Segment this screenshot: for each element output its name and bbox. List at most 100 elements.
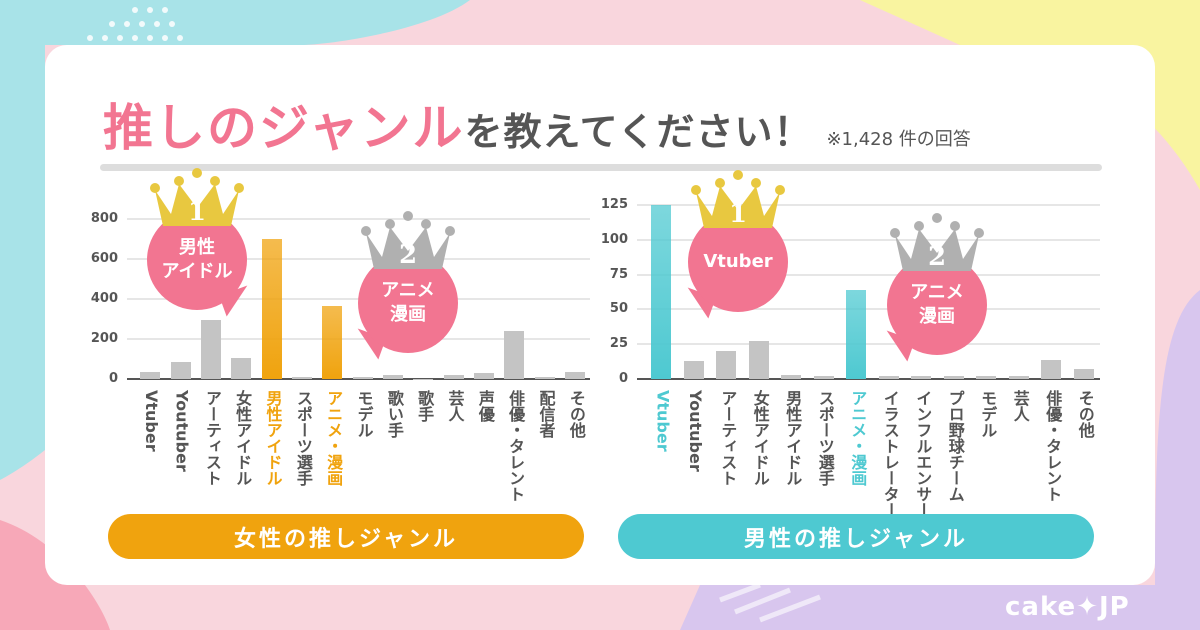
x-tick-label: アーティスト: [202, 390, 222, 486]
bar-プロ野球チーム: [943, 376, 964, 379]
y-tick-label: 75: [609, 266, 628, 282]
page-title: 推しのジャンルを教えてください！ ※1,428 件の回答: [103, 88, 971, 160]
x-tick-label: 芸人: [445, 390, 465, 422]
svg-text:2: 2: [928, 242, 946, 272]
bar-芸人: [443, 374, 464, 379]
male-chart-title-pill: 男性の推しジャンル: [618, 514, 1094, 559]
gridline: [127, 218, 590, 220]
rank1-crown-icon: 1: [690, 170, 786, 236]
x-axis-line: [127, 378, 590, 380]
x-tick-label: 声優: [475, 390, 495, 422]
gridline: [127, 338, 590, 340]
x-tick-label: その他: [1075, 390, 1095, 438]
x-tick-label: スポーツ選手: [293, 390, 313, 486]
bar-声優: [473, 373, 494, 379]
bar-その他: [564, 372, 585, 379]
bar-イラストレーター: [878, 376, 899, 379]
svg-text:1: 1: [188, 197, 206, 227]
x-tick-label: Youtuber: [172, 390, 192, 472]
rank1-crown-icon: 1: [149, 168, 245, 234]
rank2-badge: アニメ 漫画: [358, 253, 458, 353]
rank2-badge: アニメ 漫画: [887, 255, 987, 355]
y-tick-label: 125: [600, 197, 628, 212]
x-tick-label: プロ野球チーム: [945, 390, 965, 502]
gridline: [637, 273, 1100, 276]
bar-男性アイドル: [781, 374, 802, 379]
title-highlight: 推しのジャンル: [103, 99, 465, 157]
bar-アニメ・漫画: [322, 306, 343, 379]
rank2-crown-icon: 2: [360, 211, 456, 277]
bar-アーティスト: [716, 351, 737, 379]
x-tick-label: スポーツ選手: [815, 390, 835, 486]
bar-歌い手: [382, 375, 403, 379]
x-tick-label: アーティスト: [718, 390, 738, 486]
bar-配信者: [534, 376, 555, 379]
y-tick-label: 200: [90, 331, 118, 346]
gridline: [637, 238, 1100, 241]
svg-text:2: 2: [399, 240, 417, 270]
rank1-badge: Vtuber: [688, 212, 788, 312]
x-tick-label: Youtuber: [685, 390, 705, 472]
bar-芸人: [1008, 375, 1029, 379]
rank1-badge: 男性 アイドル: [147, 210, 247, 310]
x-tick-label: 男性アイドル: [263, 390, 283, 486]
y-tick-label: 800: [90, 211, 118, 226]
y-tick-label: 50: [609, 301, 628, 317]
y-tick-label: 0: [618, 371, 628, 386]
rank2-crown-icon: 2: [889, 213, 985, 279]
female-chart-title-pill: 女性の推しジャンル: [108, 514, 584, 559]
svg-text:1: 1: [729, 199, 747, 229]
bar-俳優・タレント: [504, 331, 525, 379]
x-tick-label: 芸人: [1010, 390, 1030, 422]
bar-Vtuber: [140, 371, 161, 379]
x-tick-label: イラストレーター: [880, 390, 900, 518]
bar-男性アイドル: [261, 239, 282, 379]
bar-スポーツ選手: [291, 376, 312, 379]
x-tick-label: 女性アイドル: [750, 390, 770, 486]
x-tick-label: 俳優・タレント: [1043, 390, 1063, 502]
gridline: [637, 308, 1100, 311]
x-tick-label: Vtuber: [142, 390, 162, 452]
x-tick-label: モデル: [354, 390, 374, 438]
bar-Youtuber: [683, 360, 704, 379]
x-tick-label: インフルエンサー: [913, 390, 933, 518]
bar-その他: [1073, 369, 1094, 379]
x-tick-label: その他: [566, 390, 586, 438]
x-axis-line: [637, 378, 1100, 380]
bar-女性アイドル: [231, 358, 252, 379]
response-count-note: ※1,428 件の回答: [826, 129, 971, 150]
y-tick-label: 0: [108, 371, 118, 386]
bar-アニメ・漫画: [846, 289, 867, 379]
bar-俳優・タレント: [1041, 359, 1062, 379]
gridline: [637, 343, 1100, 346]
gridline: [127, 258, 590, 260]
x-tick-label: アニメ・漫画: [848, 390, 868, 486]
x-tick-label: 配信者: [536, 390, 556, 438]
x-tick-label: 女性アイドル: [233, 390, 253, 486]
bar-スポーツ選手: [813, 376, 834, 379]
bar-モデル: [976, 375, 997, 379]
x-tick-label: アニメ・漫画: [324, 390, 344, 486]
x-tick-label: Vtuber: [653, 390, 673, 452]
x-tick-label: 歌手: [415, 390, 435, 422]
bar-モデル: [352, 376, 373, 379]
bar-アーティスト: [200, 319, 221, 379]
bar-Vtuber: [651, 205, 672, 379]
bar-インフルエンサー: [911, 376, 932, 379]
gridline: [637, 204, 1100, 206]
title-rest: を教えてください！: [464, 110, 813, 154]
y-tick-label: 400: [90, 291, 118, 306]
title-divider: [100, 164, 1102, 171]
y-tick-label: 100: [600, 231, 628, 247]
x-tick-label: 歌い手: [384, 390, 404, 438]
y-tick-label: 25: [609, 336, 628, 352]
x-tick-label: 俳優・タレント: [506, 390, 526, 502]
cake-jp-logo: cake✦JP: [1005, 592, 1130, 622]
x-tick-label: モデル: [978, 390, 998, 438]
bar-女性アイドル: [748, 341, 769, 379]
bar-Youtuber: [170, 362, 191, 379]
x-tick-label: 男性アイドル: [783, 390, 803, 486]
y-tick-label: 600: [90, 251, 118, 266]
